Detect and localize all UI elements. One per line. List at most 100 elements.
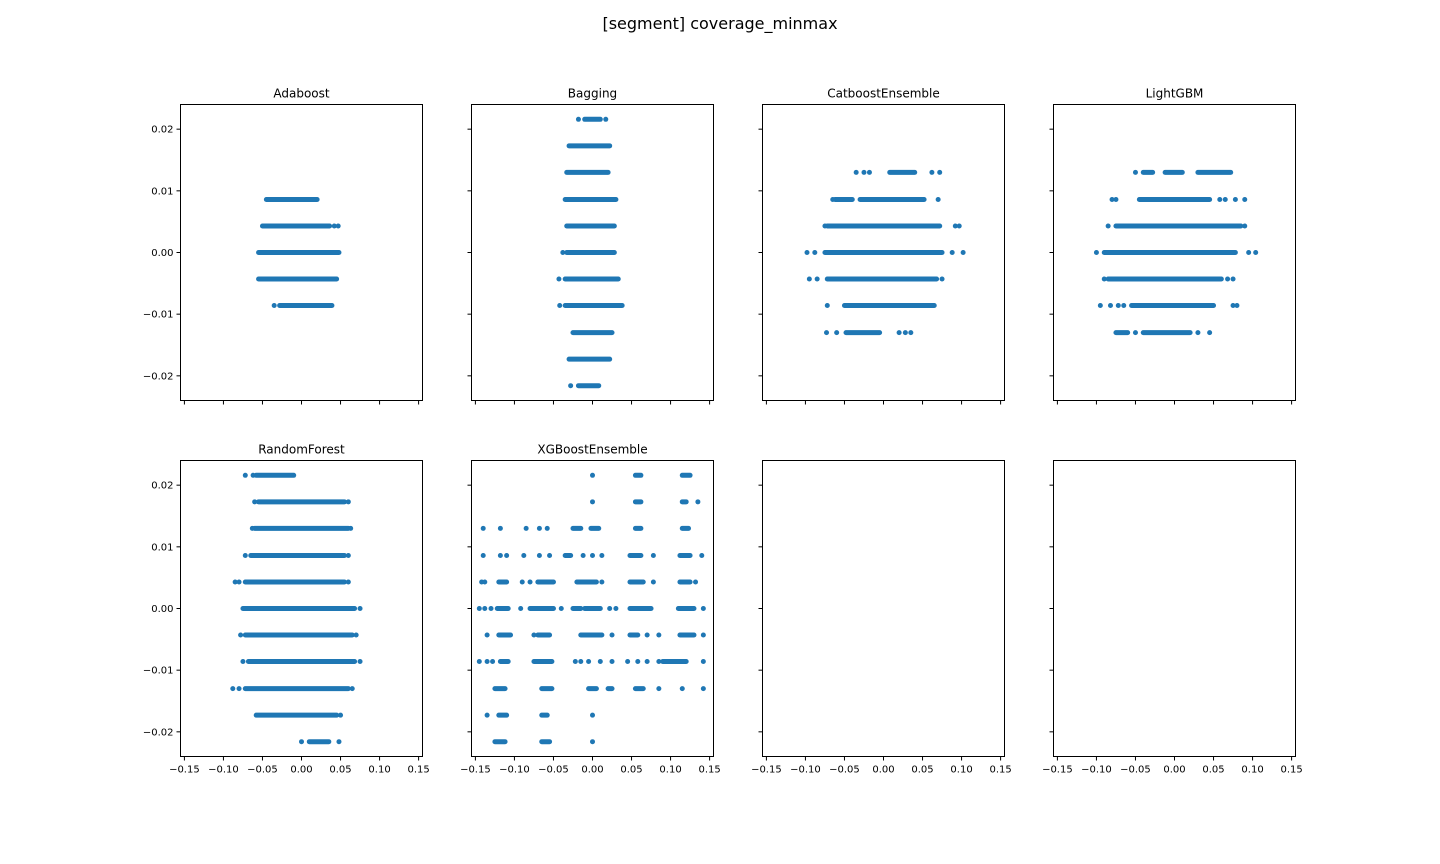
data-point [806, 276, 812, 282]
x-tick-label: −0.10 [499, 765, 530, 776]
data-point [331, 223, 337, 229]
y-tick-label: 0.00 [151, 604, 173, 615]
data-point [482, 579, 488, 585]
data-point [1115, 303, 1121, 309]
plot-area [762, 460, 1005, 757]
x-tick-label: −0.15 [169, 765, 200, 776]
data-point [700, 606, 706, 611]
y-tick-label: −0.01 [143, 310, 174, 321]
x-tick-label: −0.15 [1042, 765, 1073, 776]
data-point [547, 552, 553, 558]
data-point [357, 659, 363, 665]
data-point [830, 196, 836, 202]
data-point [937, 169, 943, 175]
figure-suptitle: [segment] coverage_minmax [602, 14, 837, 34]
data-point [590, 739, 595, 745]
data-point [603, 116, 609, 122]
data-point [338, 712, 344, 718]
data-point [834, 330, 840, 336]
data-point [700, 632, 706, 638]
x-tick-label: −0.05 [538, 765, 569, 776]
y-tick-label: −0.01 [143, 666, 174, 677]
data-point [476, 659, 482, 665]
data-point [242, 552, 248, 558]
data-point [536, 552, 542, 558]
data-point [1242, 223, 1248, 229]
data-point [1222, 196, 1228, 202]
data-point [607, 606, 613, 611]
data-point [1232, 196, 1238, 202]
data-point [482, 606, 488, 611]
x-tick-label: −0.10 [1081, 765, 1112, 776]
data-point [679, 686, 685, 692]
data-point [490, 659, 496, 665]
data-point [861, 169, 867, 175]
x-tick-label: −0.15 [751, 765, 782, 776]
y-tick-label: 0.02 [151, 481, 173, 492]
data-point [236, 686, 242, 692]
data-point [531, 632, 537, 638]
data-point [695, 499, 701, 505]
data-point [488, 606, 494, 611]
data-point [590, 499, 595, 505]
data-point [1225, 276, 1231, 282]
data-point [1230, 276, 1236, 282]
data-point [1195, 330, 1201, 336]
data-point [1121, 303, 1127, 309]
x-tick-label: −0.05 [829, 765, 860, 776]
data-point [497, 525, 503, 531]
x-tick-label: 0.10 [950, 765, 972, 776]
data-point [299, 739, 304, 745]
data-point [480, 552, 486, 558]
data-point [560, 250, 566, 255]
data-point [929, 169, 935, 175]
data-point [699, 552, 705, 558]
x-tick-label: 0.15 [698, 765, 720, 776]
data-point [572, 659, 578, 665]
data-point [613, 606, 619, 611]
subplot-bagging: Bagging [467, 87, 714, 405]
data-point [693, 579, 699, 585]
x-tick-label: 0.10 [1241, 765, 1263, 776]
data-point [353, 632, 359, 638]
subplot-xgboostensemble: XGBoostEnsemble −0.15 −0.10 −0.05 0.00 0.05 0.… [460, 443, 721, 776]
x-tick-label: 0.00 [581, 765, 603, 776]
data-point [609, 659, 615, 665]
subplot-grid: Adaboost 0.02 0.01 0.00 −0.01 −0.02 Bagging Cat… [143, 87, 1303, 776]
data-point [357, 606, 363, 611]
data-point [497, 552, 503, 558]
x-tick-label: 0.05 [911, 765, 933, 776]
subplot-catboostensemble: CatboostEnsemble [758, 87, 1005, 405]
data-point [230, 686, 236, 692]
data-point [599, 552, 605, 558]
data-point [536, 525, 542, 531]
x-tick-label: 0.00 [872, 765, 894, 776]
data-point [812, 250, 818, 255]
data-point [597, 659, 603, 665]
data-point [484, 632, 490, 638]
x-tick-label: 0.05 [620, 765, 642, 776]
subplot-lightgbm: LightGBM [1049, 87, 1296, 405]
data-point [504, 552, 510, 558]
y-tick-label: 0.01 [151, 542, 173, 553]
x-tick-label: 0.15 [407, 765, 429, 776]
subplot-title: Adaboost [273, 87, 330, 101]
data-point [599, 579, 605, 585]
data-point [644, 659, 650, 665]
subplot-title: XGBoostEnsemble [537, 443, 647, 457]
data-point [656, 632, 662, 638]
data-point [1097, 303, 1103, 309]
data-point [335, 223, 341, 229]
data-point [544, 525, 550, 531]
x-tick-label: −0.05 [247, 765, 278, 776]
data-point [484, 712, 490, 718]
data-point [1113, 196, 1119, 202]
x-tick-label: 0.05 [329, 765, 351, 776]
data-point [271, 303, 277, 309]
data-point [1217, 196, 1223, 202]
plot-area [1053, 460, 1296, 757]
data-point [804, 250, 810, 255]
data-point [650, 552, 656, 558]
data-point [1132, 330, 1138, 336]
data-point [1109, 196, 1115, 202]
